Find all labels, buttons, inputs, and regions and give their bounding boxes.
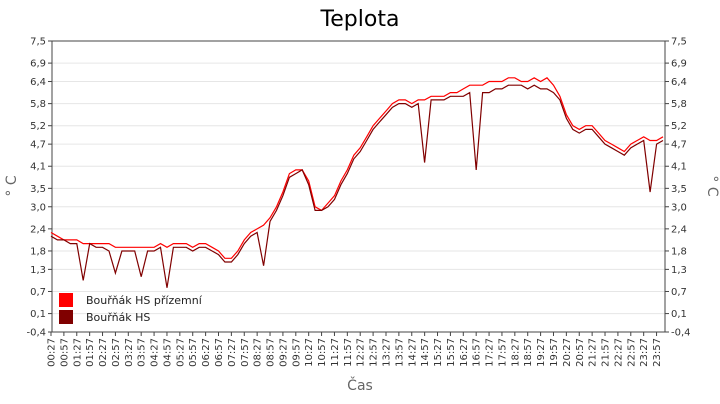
x-tick-label: 20:27 (562, 338, 573, 367)
x-tick-label: 23:57 (652, 338, 663, 367)
x-tick-label: 07:57 (240, 338, 251, 367)
x-tick-label: 09:27 (278, 338, 289, 367)
y-tick-label: 6,4 (30, 77, 46, 88)
x-tick-label: 08:27 (253, 338, 264, 367)
y-axis-label: ° C (4, 175, 20, 196)
x-tick-label: 07:27 (227, 338, 238, 367)
x-tick-label: 00:27 (47, 338, 58, 367)
x-tick-label: 23:27 (639, 338, 650, 367)
x-tick-label: 15:27 (433, 338, 444, 367)
x-tick-label: 17:57 (497, 338, 508, 367)
y2-tick-label: -0,4 (671, 328, 691, 339)
y-tick-label: 4,1 (30, 162, 46, 173)
y2-tick-label: 4,7 (671, 140, 687, 151)
x-tick-label: 21:27 (588, 338, 599, 367)
y2-axis-label: ° C (704, 175, 720, 196)
x-tick-label: 19:57 (549, 338, 560, 367)
x-tick-label: 03:27 (124, 338, 135, 367)
x-tick-label: 02:57 (111, 338, 122, 367)
y2-tick-label: 6,4 (671, 77, 687, 88)
x-tick-label: 13:57 (394, 338, 405, 367)
x-tick-label: 06:27 (201, 338, 212, 367)
y-tick-label: 3,0 (30, 202, 46, 213)
x-tick-label: 01:27 (72, 338, 83, 367)
x-tick-label: 20:57 (575, 338, 586, 367)
x-tick-label: 06:57 (214, 338, 225, 367)
x-tick-label: 00:57 (59, 338, 70, 367)
x-tick-label: 11:57 (343, 338, 354, 367)
x-tick-label: 15:57 (446, 338, 457, 367)
y2-tick-label: 6,9 (671, 59, 687, 70)
x-tick-label: 22:27 (613, 338, 624, 367)
y-tick-label: 2,4 (30, 224, 46, 235)
x-tick-label: 08:57 (266, 338, 277, 367)
x-tick-label: 04:27 (150, 338, 161, 367)
y-tick-label: -0,4 (26, 328, 46, 339)
x-tick-label: 12:57 (369, 338, 380, 367)
x-tick-label: 21:57 (601, 338, 612, 367)
plot-frame (51, 40, 666, 333)
x-tick-label: 14:57 (420, 338, 431, 367)
series-line (50, 77, 664, 259)
y2-tick-label: 1,3 (671, 265, 687, 276)
y2-tick-label: 4,1 (671, 162, 687, 173)
x-tick-label: 04:57 (162, 338, 173, 367)
x-tick-label: 05:57 (188, 338, 199, 367)
x-tick-label: 02:27 (98, 338, 109, 367)
y-tick-label: 7,5 (30, 37, 46, 48)
y-tick-label: 6,9 (30, 59, 46, 70)
y-tick-label: 0,7 (30, 287, 46, 298)
y2-tick-label: 3,0 (671, 202, 687, 213)
legend-swatch (59, 293, 73, 307)
x-tick-label: 14:27 (407, 338, 418, 367)
legend-label: Bouřňák HS (86, 311, 150, 324)
y2-tick-label: 0,7 (671, 287, 687, 298)
x-tick-label: 19:27 (536, 338, 547, 367)
x-tick-label: 18:27 (510, 338, 521, 367)
x-tick-label: 17:27 (485, 338, 496, 367)
x-tick-label: 05:27 (175, 338, 186, 367)
x-tick-label: 13:27 (381, 338, 392, 367)
y2-tick-label: 1,8 (671, 246, 687, 257)
x-tick-label: 16:57 (472, 338, 483, 367)
y2-tick-label: 5,2 (671, 121, 687, 132)
x-tick-label: 16:27 (459, 338, 470, 367)
y-tick-label: 5,2 (30, 121, 46, 132)
x-tick-label: 01:57 (85, 338, 96, 367)
x-tick-label: 10:57 (317, 338, 328, 367)
legend-label: Bouřňák HS přízemní (86, 294, 203, 307)
x-axis-label: Čas (347, 376, 373, 394)
x-tick-label: 22:57 (626, 338, 637, 367)
y2-tick-label: 3,5 (671, 184, 687, 195)
y2-tick-label: 5,8 (671, 99, 687, 110)
y2-tick-label: 0,1 (671, 309, 687, 320)
y2-tick-label: 2,4 (671, 224, 687, 235)
plot-area (52, 41, 665, 332)
y-tick-label: 3,5 (30, 184, 46, 195)
chart-title: Teplota (320, 7, 400, 32)
x-tick-label: 10:27 (304, 338, 315, 367)
x-tick-label: 18:57 (523, 338, 534, 367)
y-tick-label: 5,8 (30, 99, 46, 110)
x-tick-label: 09:57 (291, 338, 302, 367)
y-tick-label: 0,1 (30, 309, 46, 320)
y2-tick-label: 7,5 (671, 37, 687, 48)
y-tick-label: 4,7 (30, 140, 46, 151)
y-tick-label: 1,8 (30, 246, 46, 257)
x-tick-label: 03:57 (137, 338, 148, 367)
x-tick-label: 11:27 (330, 338, 341, 367)
y-tick-label: 1,3 (30, 265, 46, 276)
series-line (50, 84, 664, 288)
x-tick-label: 12:27 (356, 338, 367, 367)
legend-swatch (59, 310, 73, 324)
